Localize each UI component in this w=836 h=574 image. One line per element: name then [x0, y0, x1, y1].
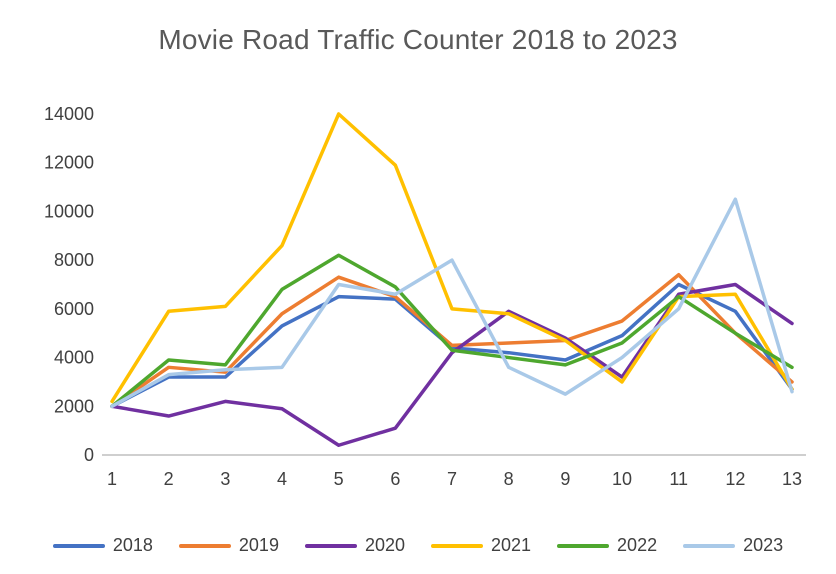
x-axis-tick-label: 4	[277, 469, 287, 489]
legend-label-2023: 2023	[743, 535, 784, 555]
y-axis-tick-label: 6000	[54, 299, 94, 319]
x-axis-tick-label: 6	[390, 469, 400, 489]
series-line-2021	[110, 112, 794, 404]
chart-legend: 2018 2019 2020 2021 2022 2023	[0, 535, 836, 556]
y-axis-tick-label: 14000	[44, 104, 94, 124]
x-axis-tick-label: 10	[612, 469, 632, 489]
legend-label-2018: 2018	[112, 535, 153, 555]
series-line-2019	[110, 273, 794, 409]
chart-title: Movie Road Traffic Counter 2018 to 2023	[158, 24, 678, 55]
legend-item-2023[interactable]: 2023	[683, 535, 783, 556]
legend-swatch-2018	[52, 543, 105, 548]
legend-swatch-2020	[304, 543, 357, 548]
y-axis-tick-label: 12000	[44, 153, 94, 173]
legend-item-2018[interactable]: 2018	[52, 535, 153, 556]
x-axis-tick-label: 5	[334, 469, 344, 489]
legend-label-2019: 2019	[238, 535, 279, 555]
y-axis-tick-label: 2000	[54, 396, 94, 416]
legend-item-2019[interactable]: 2019	[178, 535, 279, 556]
x-axis-tick-label: 1	[107, 469, 117, 489]
legend-label-2020: 2020	[364, 535, 405, 555]
y-axis-tick-label: 8000	[54, 250, 94, 270]
legend-item-2020[interactable]: 2020	[304, 535, 405, 556]
legend-swatch-2023	[683, 543, 736, 548]
series-line-2023	[110, 197, 794, 409]
x-axis-tick-label: 9	[560, 469, 570, 489]
series-line-2020	[110, 282, 794, 448]
x-axis-tick-label: 3	[220, 469, 230, 489]
legend-label-2022: 2022	[617, 535, 658, 555]
y-axis-tick-label: 4000	[54, 348, 94, 368]
x-axis-tick-label: 13	[782, 469, 802, 489]
legend-swatch-2019	[178, 543, 231, 548]
x-axis-tick-label: 12	[725, 469, 745, 489]
legend-swatch-2021	[431, 543, 483, 548]
x-axis-tick-label: 11	[669, 469, 688, 489]
legend-item-2022[interactable]: 2022	[557, 535, 657, 556]
y-axis-tick-label: 10000	[44, 201, 94, 221]
series-line-2022	[110, 253, 794, 409]
x-axis-tick-label: 8	[504, 469, 514, 489]
x-axis-tick-label: 2	[164, 469, 174, 489]
legend-item-2021[interactable]: 2021	[431, 535, 531, 556]
y-axis-tick-label: 0	[84, 445, 94, 465]
legend-swatch-2022	[557, 543, 610, 548]
legend-label-2021: 2021	[491, 535, 532, 555]
x-axis-tick-label: 7	[447, 469, 457, 489]
